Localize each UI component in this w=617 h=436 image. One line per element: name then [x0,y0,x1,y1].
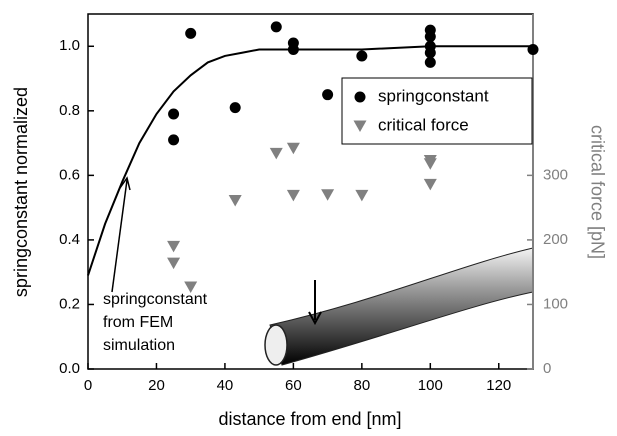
legend-box [341,77,533,145]
y-tick-label: 0.4 [59,231,80,248]
x-tick-label: 0 [84,377,92,394]
data-point [185,27,197,39]
annotation: springconstant [103,291,208,308]
data-point [287,44,299,55]
y2-tick-label: 0 [543,360,551,377]
legend-marker [354,91,366,103]
pointer-arrow-head [308,311,322,326]
annotation-arrow-head [119,176,131,191]
y-tick-label: 0.0 [59,360,80,377]
data-point [270,21,282,33]
y-tick-label: 1.0 [59,37,80,54]
data-point [228,195,242,207]
x-tick-label: 80 [354,377,371,394]
data-point [356,50,368,62]
tube-end [264,324,288,366]
data-point [424,31,436,43]
annotation: simulation [103,337,175,354]
x-tick-label: 60 [285,377,302,394]
data-point [286,189,300,202]
annotation: from FEM [103,314,173,331]
annotation-arrow [111,179,128,293]
data-point [167,240,181,253]
data-point [322,89,334,101]
data-point [269,147,283,160]
legend-label: springconstant [378,86,489,105]
data-point [527,44,539,55]
x-tick-label: 20 [148,377,165,394]
data-point [184,281,198,294]
fit-line [87,45,533,276]
y-axis-label: springconstant normalized [11,87,31,297]
x-axis-label: distance from end [nm] [218,409,401,429]
data-point [424,47,436,59]
y2-tick-label: 100 [543,295,568,312]
y2-tick-label: 200 [543,231,568,248]
y-tick-label: 0.2 [59,295,80,312]
data-point [286,142,300,155]
data-point [355,189,369,202]
x-tick-label: 100 [418,377,443,394]
legend-label: critical force [378,115,469,134]
data-point [168,134,180,146]
data-point [424,56,436,68]
y2-axis-label: critical force [pN] [587,125,607,259]
y-tick-label: 0.6 [59,166,80,183]
legend-marker [353,120,367,132]
x-tick-label: 40 [217,377,234,394]
data-point [168,108,180,120]
data-point [423,158,437,170]
x-tick-label: 120 [486,377,511,394]
data-point [229,102,241,114]
data-point [423,178,437,191]
data-point [321,189,335,201]
data-point [167,257,181,270]
y2-tick-label: 300 [543,166,568,183]
y-tick-label: 0.8 [59,102,80,119]
tube-illustration [269,247,534,366]
